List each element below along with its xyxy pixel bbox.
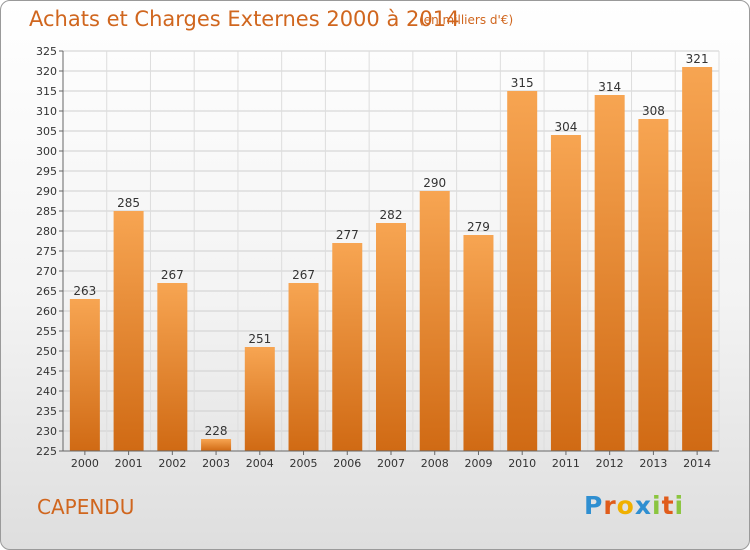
bar-value-label: 308 [642,104,665,118]
logo-letter: i [674,491,685,520]
y-tick-label: 315 [36,85,57,98]
y-tick-label: 295 [36,165,57,178]
y-tick-label: 270 [36,265,57,278]
y-tick-label: 310 [36,105,57,118]
x-axis: 2000 2001 2002 2003 2004 2005 2006 2007 2008 2009… [63,450,719,470]
logo-letter: t [661,491,675,520]
logo-letter: x [634,491,652,520]
x-tick-label: 2014 [683,457,711,470]
chart-title: Achats et Charges Externes 2000 à 2014 [29,7,460,31]
bars: 263 285 267 228 251 267 277 282 290 279 315 304 314 3… [69,52,713,451]
logo-letter: o [616,491,635,520]
bar-value-label: 263 [73,284,96,298]
bar-value-label: 267 [161,268,184,282]
x-tick-label: 2004 [246,457,274,470]
x-tick-label: 2003 [202,457,230,470]
x-tick-label: 2006 [333,457,361,470]
y-tick-label: 240 [36,385,57,398]
y-tick-label: 245 [36,365,57,378]
bar-value-label: 267 [292,268,315,282]
y-tick-label: 265 [36,285,57,298]
bar-value-label: 314 [598,80,621,94]
chart-unit: (en milliers d'€) [419,13,514,27]
x-tick-label: 2009 [464,457,492,470]
bar [244,347,275,451]
y-tick-label: 320 [36,65,57,78]
bar [550,135,581,451]
y-tick-label: 235 [36,405,57,418]
y-tick-label: 225 [36,445,57,458]
y-tick-label: 305 [36,125,57,138]
y-tick-label: 230 [36,425,57,438]
logo-letter: r [603,491,617,520]
bar-value-label: 251 [248,332,271,346]
x-tick-label: 2011 [552,457,580,470]
bar [594,95,625,451]
y-axis: 225 230 235 240 245 250 255 260 265 270 275 280 285 2… [36,45,64,458]
bar [288,283,319,451]
x-tick-label: 2007 [377,457,405,470]
bar [332,243,363,451]
bar-value-label: 277 [336,228,359,242]
bar [157,283,188,451]
bar-value-label: 321 [686,52,709,66]
x-tick-label: 2000 [71,457,99,470]
bar [682,67,713,451]
bar-value-label: 290 [423,176,446,190]
y-tick-label: 255 [36,325,57,338]
bar [419,191,450,451]
x-tick-label: 2005 [290,457,318,470]
x-tick-label: 2001 [115,457,143,470]
location-label: CAPENDU [37,495,135,519]
bar [507,91,538,451]
bar-value-label: 285 [117,196,140,210]
proxiti-logo: Proxiti [584,491,684,520]
x-tick-label: 2012 [596,457,624,470]
y-tick-label: 250 [36,345,57,358]
logo-letter: P [584,491,604,520]
x-tick-label: 2002 [158,457,186,470]
y-tick-label: 325 [36,45,57,58]
x-tick-label: 2013 [639,457,667,470]
y-tick-label: 275 [36,245,57,258]
x-tick-label: 2010 [508,457,536,470]
bar-value-label: 228 [205,424,228,438]
logo-letter: i [652,491,662,520]
y-tick-label: 300 [36,145,57,158]
bar [113,211,144,451]
bar-value-label: 279 [467,220,490,234]
bar [69,299,100,451]
bar [638,119,669,451]
y-tick-label: 290 [36,185,57,198]
bar-value-label: 282 [380,208,403,222]
bar-value-label: 304 [554,120,577,134]
bar [201,439,232,451]
bar-value-label: 315 [511,76,534,90]
bar [463,235,494,451]
y-tick-label: 285 [36,205,57,218]
bar [376,223,406,451]
y-tick-label: 260 [36,305,57,318]
x-tick-label: 2008 [421,457,449,470]
y-tick-label: 280 [36,225,57,238]
